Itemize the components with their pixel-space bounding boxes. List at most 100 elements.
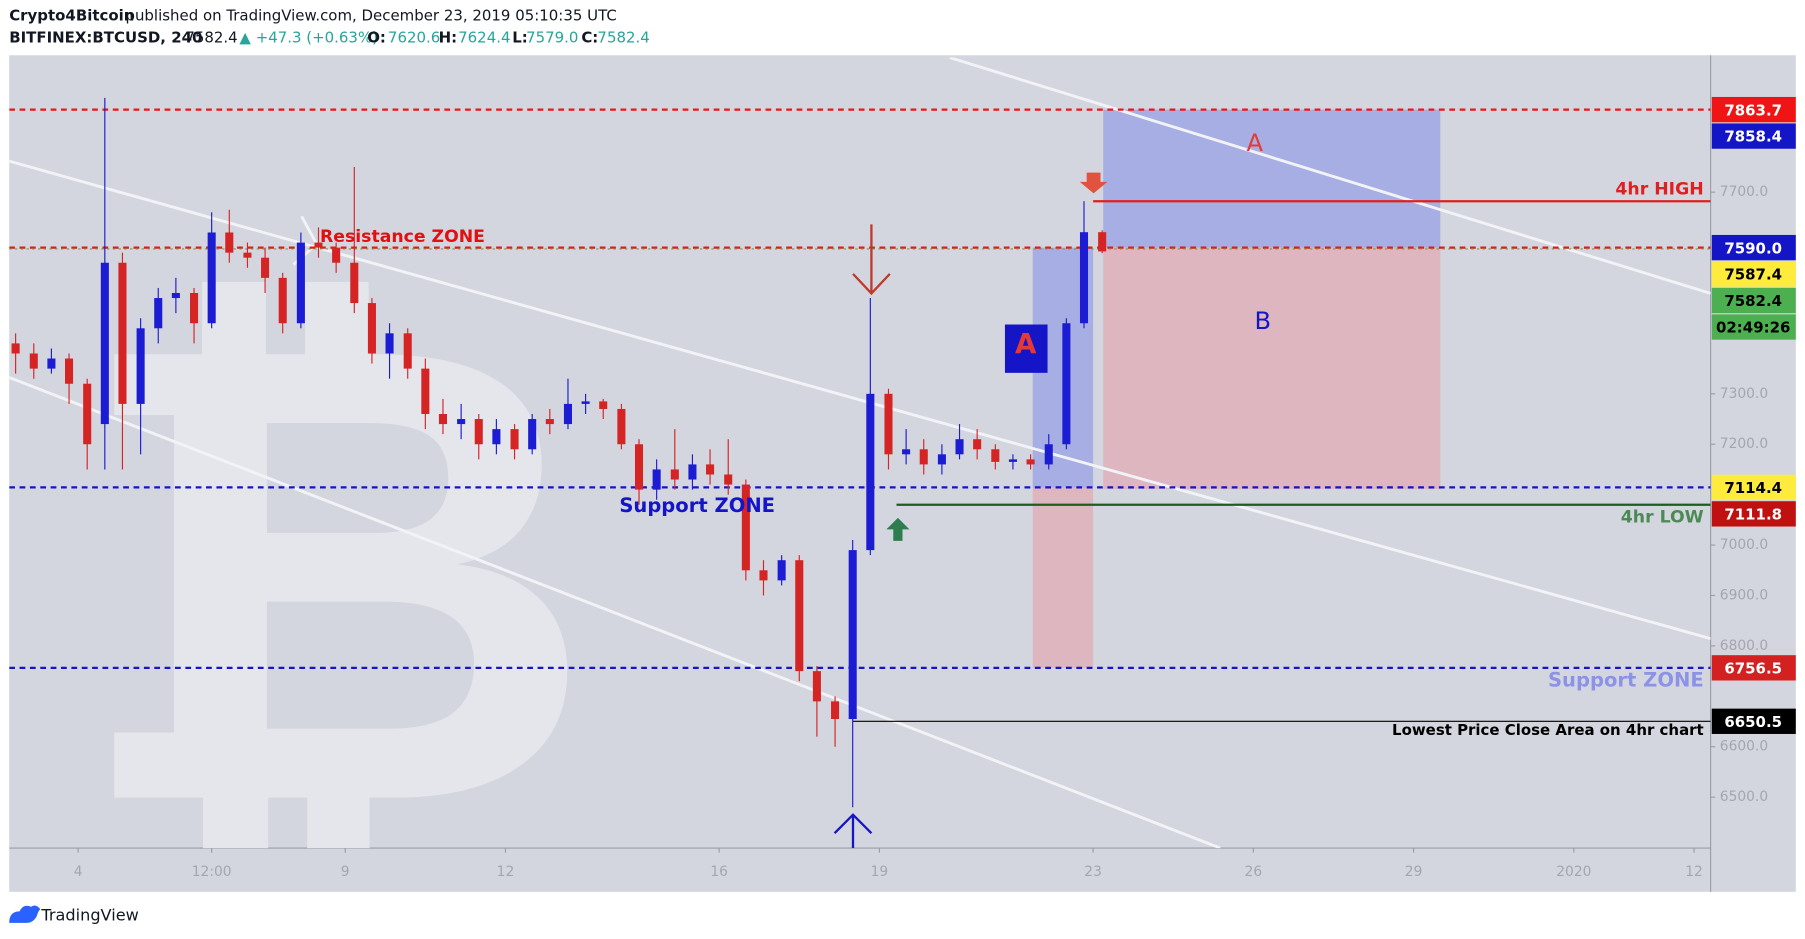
candle-body [207,232,216,324]
candle-body [528,419,537,450]
candle-body [1026,459,1035,465]
price-tag [1711,655,1796,681]
candle-body [332,247,341,263]
price-tag [1711,474,1796,501]
zone-label-a: A [1246,129,1263,157]
price-tag-label: 7582.4 [1724,292,1782,310]
y-tick-label: 6500.0 [1720,789,1768,805]
candle-body [991,449,1000,462]
chart-background [9,55,1796,892]
candle-body [11,343,20,354]
y-tick-label: 7700.0 [1720,184,1768,200]
x-tick-label: 2020 [1556,864,1591,880]
candle-body [848,550,857,720]
price-tag [1711,234,1796,261]
resistance-zone: Resistance ZONE [320,227,485,247]
candle-body [777,560,786,581]
candle-body [1079,232,1089,324]
last-price: 7582.4 [185,28,237,46]
box-label-a: A [1015,327,1037,360]
x-tick-label: 19 [871,864,889,880]
candle-body [581,401,590,404]
zones [1032,109,1441,668]
candle-body [83,383,92,445]
candle-body [367,303,376,354]
countdown: 02:49:26 [1716,319,1790,337]
candle-body [474,419,483,445]
x-tick-label: 12 [497,864,515,880]
y-tick-label: 6800.0 [1720,638,1768,654]
published: published on TradingView.com, December 2… [125,7,616,25]
x-tick-label: 16 [710,864,728,880]
candle-body [278,277,287,324]
candle-body [741,484,750,571]
candle-body [973,439,982,450]
candle-body [937,454,946,465]
support-zone: Support ZONE [619,494,775,517]
candle-body [670,469,679,480]
arrow-down-outline [852,224,891,296]
countdown-tag [1711,314,1796,340]
candle-body [492,429,501,445]
arrow-down-filled [1079,172,1108,194]
candle-body [884,393,893,455]
bitcoin-watermark: ₿ [71,201,596,939]
candle-body [385,333,394,354]
high-value: 7624.4 [458,28,510,46]
candle-body [599,401,608,409]
price-tag-label: 7590.0 [1724,239,1782,257]
candle-body [296,242,305,324]
price-tag [1711,708,1796,734]
x-tick-label: 4 [74,864,83,880]
trend-line [9,159,1711,641]
price-tag [1711,96,1796,123]
candle-body [243,252,252,258]
candle-body [350,262,359,304]
high-label: H: [439,28,458,46]
zone-label-b: B [1255,307,1272,335]
candle-body [706,464,715,475]
candle-body [902,449,911,455]
candles [11,97,1107,808]
zone [1032,487,1094,668]
candle-body [812,671,821,702]
level-text: 4hr HIGH [1615,180,1703,200]
candle-body [100,262,109,425]
candle-body [831,701,840,720]
price-tag-label: 7858.4 [1724,128,1782,146]
price-tag-label: 7114.4 [1724,479,1782,497]
candle-body [545,419,554,425]
arrow-up-outline [833,813,873,849]
x-tick-label: 23 [1084,864,1102,880]
low-label: L: [512,28,528,46]
low-value: 7579.0 [526,28,578,46]
brand: TradingView [40,905,138,924]
y-tick-label: 7000.0 [1720,537,1768,553]
price-tag [1711,261,1796,287]
candle-body [314,242,323,248]
candle-body [29,353,38,369]
levels: 4hr HIGH 4hr LOW Lowest Price Close Area o… [9,108,1711,739]
candle-body [118,262,127,404]
candle-body [190,292,199,324]
candle-body [634,444,644,490]
price-tag-label: 7111.8 [1724,506,1782,524]
price-tag [1711,123,1796,149]
price-tags: 7863.7 7858.4 7590.0 7587.4 7582.4 02:49:26 71… [1711,96,1796,734]
candle-body [1008,459,1017,462]
y-tick-label: 7300.0 [1720,386,1768,402]
candle-body [65,358,74,384]
price-tag [1711,501,1796,527]
x-tick-label: 9 [341,864,350,880]
x-tick-label: 12 [1685,864,1703,880]
candle-body [261,257,270,278]
arrow-head [852,273,891,296]
x-tick-label: 12:00 [192,864,232,880]
x-tick-label: 29 [1405,864,1423,880]
candle-body [421,368,430,414]
price-tag-label: 6756.5 [1724,659,1782,677]
candle-body [1062,323,1071,445]
price-tag-label: 6650.5 [1724,713,1782,731]
plot-area: ₿ 4hr HIGH 4hr LOW Lowest Price Close Area… [9,57,1711,939]
candle-body [866,393,875,551]
